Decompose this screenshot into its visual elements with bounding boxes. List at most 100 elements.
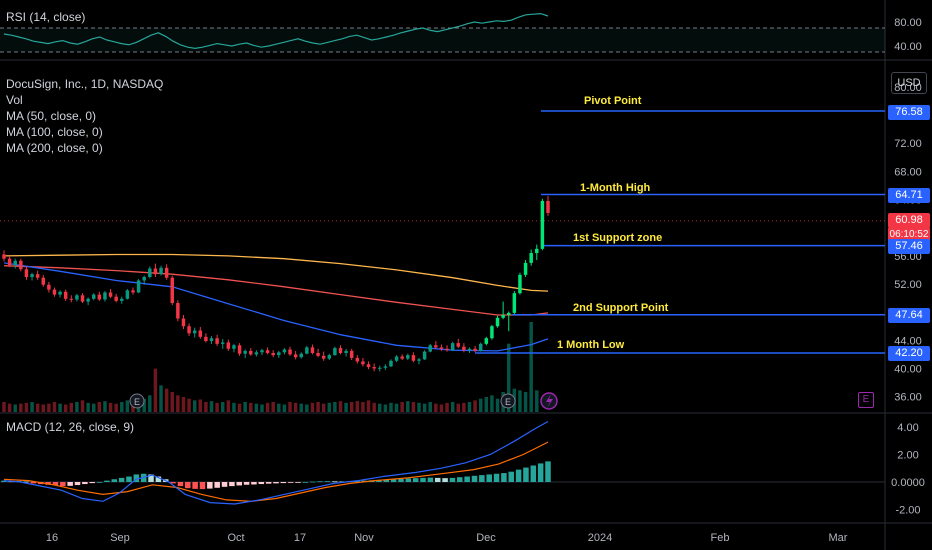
volume-bar [181, 397, 186, 412]
macd-legend[interactable]: MACD (12, 26, close, 9) [6, 420, 135, 434]
macd-histogram-bar [420, 477, 426, 482]
volume-bar [232, 402, 236, 412]
volume-bar [30, 402, 34, 412]
ma200-legend[interactable]: MA (200, close, 0) [6, 141, 103, 155]
symbol-title[interactable]: DocuSign, Inc., 1D, NASDAQ [6, 77, 164, 91]
candle [529, 253, 533, 263]
currency-button[interactable]: USD [891, 72, 927, 94]
macd-histogram-bar [479, 475, 485, 482]
volume-bar [484, 397, 489, 412]
macd-histogram-bar [199, 482, 206, 490]
volume-bar [389, 402, 393, 412]
macd-histogram-bar [74, 482, 81, 486]
macd-histogram-bar [118, 477, 125, 482]
macd-histogram-bar [405, 478, 412, 482]
volume-bar [7, 403, 12, 412]
macd-histogram-bar [376, 479, 382, 482]
candle [136, 280, 141, 293]
volume-bar [450, 402, 455, 412]
volume-bar [237, 403, 242, 412]
candle [394, 356, 399, 361]
volume-bar [394, 403, 399, 412]
ma100-legend[interactable]: MA (100, close, 0) [6, 125, 103, 139]
candle [30, 274, 34, 277]
price-axis-tick: 72.00 [894, 138, 922, 150]
volume-bar [507, 343, 511, 412]
candle [120, 298, 124, 301]
candle [288, 349, 292, 355]
volume-bar [310, 402, 315, 412]
macd-histogram-bar [192, 482, 198, 489]
candle [2, 254, 6, 259]
candle [69, 298, 74, 300]
candle [523, 262, 528, 275]
volume-legend[interactable]: Vol [6, 93, 23, 107]
candle [462, 346, 466, 351]
volume-bar [349, 402, 354, 412]
macd-histogram-bar [104, 480, 110, 482]
candle [97, 294, 102, 300]
candle [58, 291, 62, 295]
candle [47, 284, 51, 290]
time-axis-tick: Mar [829, 532, 848, 544]
macd-histogram-bar [23, 481, 29, 483]
candle [243, 350, 247, 354]
candle [277, 352, 281, 356]
volume-bar [91, 403, 96, 412]
volume-bar [327, 402, 332, 412]
price-axis-tick: 80.00 [894, 82, 922, 94]
candle [372, 367, 376, 369]
candle [237, 345, 242, 354]
volume-bar [361, 402, 365, 412]
volume-bar [35, 403, 40, 412]
price-axis-tick: 44.00 [894, 335, 922, 347]
candle [450, 343, 455, 351]
candle [142, 276, 146, 281]
candle [507, 312, 511, 315]
candle [310, 347, 315, 353]
candle [299, 353, 303, 358]
volume-bar [164, 388, 169, 412]
volume-bar [108, 402, 113, 412]
volume-bar [366, 400, 371, 412]
candle [327, 355, 332, 359]
time-axis-tick: 17 [294, 532, 306, 544]
volume-bar [338, 401, 343, 412]
macd-histogram-bar [273, 482, 279, 484]
candle [389, 360, 393, 367]
candle [271, 353, 275, 356]
earnings-icon[interactable]: E [858, 392, 874, 408]
volume-bar [153, 368, 158, 412]
candle [361, 361, 365, 365]
volume-bar [75, 402, 79, 412]
volume-bar [321, 403, 326, 412]
macd-histogram-bar [398, 478, 404, 482]
candle [333, 348, 337, 356]
volume-bar [41, 404, 45, 412]
candle [546, 200, 550, 213]
volume-bar [52, 402, 57, 412]
candle [535, 248, 539, 254]
macd-axis-tick: 4.00 [897, 422, 918, 434]
volume-bar [125, 400, 130, 412]
time-axis-tick: Dec [476, 532, 496, 544]
volume-bar [226, 400, 231, 412]
rsi-band [0, 28, 885, 52]
candle [209, 338, 214, 342]
macd-histogram-bar [214, 482, 220, 488]
volume-bar [316, 402, 320, 412]
macd-line [3, 420, 549, 505]
ma50-legend[interactable]: MA (50, close, 0) [6, 109, 97, 123]
macd-histogram-bar [133, 474, 140, 482]
macd-histogram-bar [412, 478, 419, 482]
macd-histogram-bar [515, 469, 522, 482]
candle [187, 326, 191, 334]
macd-histogram-bar [251, 482, 257, 485]
macd-histogram-bar [471, 475, 478, 482]
candle [540, 200, 545, 249]
volume-bar [293, 402, 298, 412]
rsi-legend[interactable]: RSI (14, close) [6, 10, 86, 24]
macd-histogram-bar [493, 473, 500, 482]
candle [344, 350, 348, 353]
